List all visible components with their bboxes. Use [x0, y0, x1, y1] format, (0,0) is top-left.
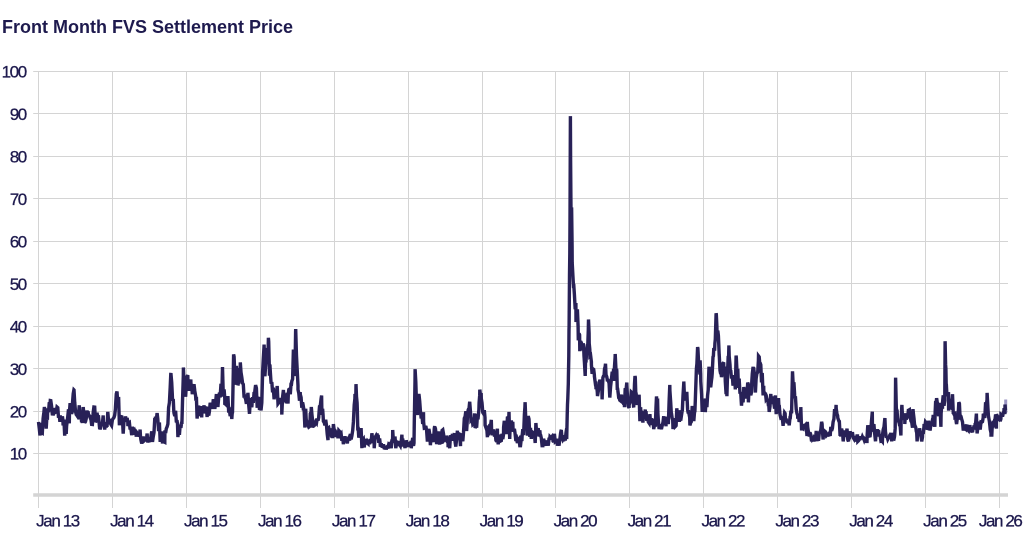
svg-text:Front Month FVS Settlement Pri: Front Month FVS Settlement Price — [2, 17, 293, 37]
svg-text:40: 40 — [10, 317, 27, 336]
svg-text:100: 100 — [2, 63, 27, 82]
svg-text:Jan 17: Jan 17 — [332, 512, 376, 531]
svg-text:Jan 20: Jan 20 — [554, 512, 598, 531]
svg-text:60: 60 — [10, 232, 27, 251]
svg-text:Jan 19: Jan 19 — [480, 512, 524, 531]
svg-text:30: 30 — [10, 360, 27, 379]
svg-text:80: 80 — [10, 147, 27, 166]
svg-text:Jan 13: Jan 13 — [36, 512, 80, 531]
svg-text:Jan 14: Jan 14 — [110, 512, 154, 531]
svg-text:20: 20 — [10, 402, 27, 421]
svg-text:Jan 24: Jan 24 — [849, 512, 893, 531]
svg-text:Jan 22: Jan 22 — [701, 512, 745, 531]
svg-text:Jan 23: Jan 23 — [775, 512, 819, 531]
svg-text:Jan 18: Jan 18 — [406, 512, 450, 531]
svg-text:Jan 26: Jan 26 — [979, 512, 1023, 531]
svg-text:90: 90 — [10, 105, 27, 124]
svg-text:Jan 15: Jan 15 — [184, 512, 228, 531]
svg-text:Jan 25: Jan 25 — [923, 512, 967, 531]
svg-text:Jan 16: Jan 16 — [258, 512, 302, 531]
svg-text:Jan 21: Jan 21 — [628, 512, 672, 531]
svg-text:10: 10 — [10, 445, 27, 464]
svg-text:70: 70 — [10, 190, 27, 209]
svg-text:50: 50 — [10, 275, 27, 294]
